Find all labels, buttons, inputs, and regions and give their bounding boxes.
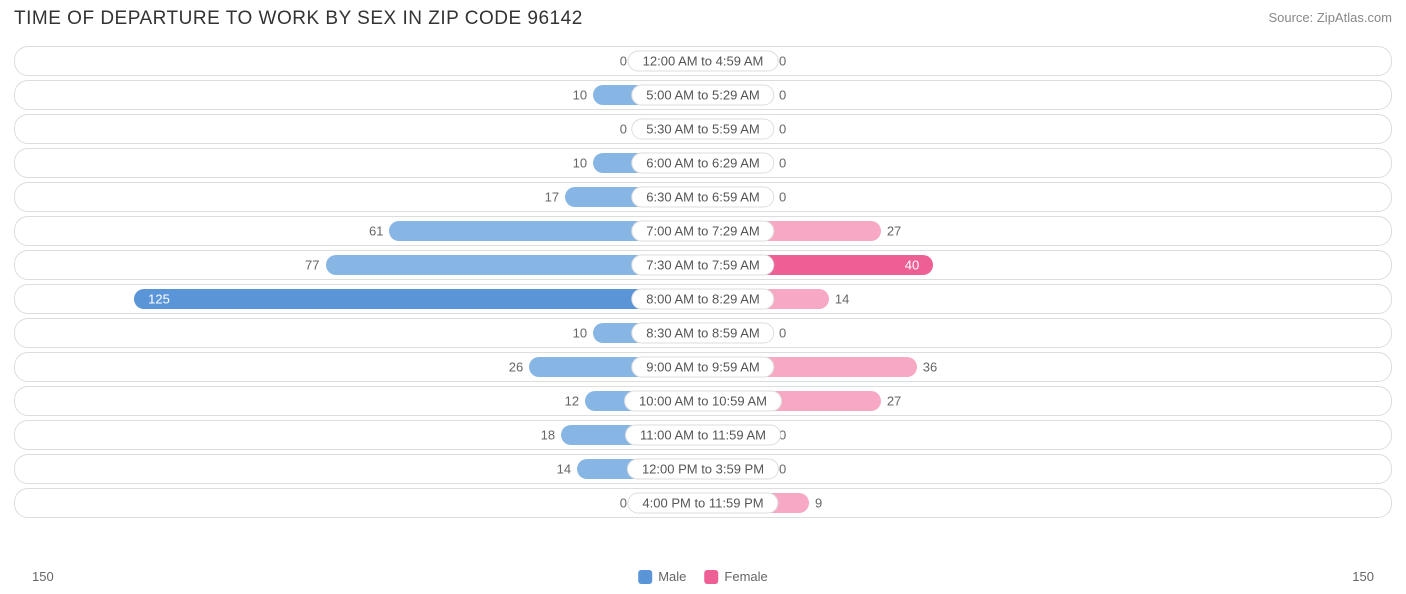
female-value: 9 xyxy=(815,496,822,511)
female-value: 36 xyxy=(923,360,937,375)
time-range-label: 4:00 PM to 11:59 PM xyxy=(627,493,778,514)
table-row: 77 40 7:30 AM to 7:59 AM xyxy=(14,250,1392,280)
time-range-label: 12:00 AM to 4:59 AM xyxy=(628,51,779,72)
male-value: 125 xyxy=(148,292,170,307)
legend-label-male: Male xyxy=(658,569,686,584)
male-value: 0 xyxy=(620,122,627,137)
time-range-label: 6:00 AM to 6:29 AM xyxy=(631,153,774,174)
chart-footer: 150 Male Female 150 xyxy=(14,564,1392,586)
time-range-label: 8:30 AM to 8:59 AM xyxy=(631,323,774,344)
table-row: 10 0 8:30 AM to 8:59 AM xyxy=(14,318,1392,348)
female-value: 0 xyxy=(779,462,786,477)
male-value: 26 xyxy=(509,360,523,375)
female-value: 0 xyxy=(779,326,786,341)
female-swatch-icon xyxy=(704,570,718,584)
female-value: 0 xyxy=(779,122,786,137)
page-title: TIME OF DEPARTURE TO WORK BY SEX IN ZIP … xyxy=(14,8,583,30)
male-value: 61 xyxy=(369,224,383,239)
time-range-label: 11:00 AM to 11:59 AM xyxy=(625,425,781,446)
table-row: 18011:00 AM to 11:59 AM xyxy=(14,420,1392,450)
table-row: 14 012:00 PM to 3:59 PM xyxy=(14,454,1392,484)
legend-label-female: Female xyxy=(724,569,767,584)
female-value: 27 xyxy=(887,224,901,239)
table-row: 0 012:00 AM to 4:59 AM xyxy=(14,46,1392,76)
male-value: 18 xyxy=(541,428,555,443)
axis-max-left: 150 xyxy=(32,569,54,584)
table-row: 61 27 7:00 AM to 7:29 AM xyxy=(14,216,1392,246)
female-value: 0 xyxy=(779,156,786,171)
female-value: 40 xyxy=(905,258,919,273)
time-range-label: 5:00 AM to 5:29 AM xyxy=(631,85,774,106)
axis-max-right: 150 xyxy=(1352,569,1374,584)
legend-item-female: Female xyxy=(704,569,767,584)
source-attribution: Source: ZipAtlas.com xyxy=(1268,10,1392,25)
male-value: 10 xyxy=(573,326,587,341)
diverging-bar-chart: 0012:00 AM to 4:59 AM1005:00 AM to 5:29 … xyxy=(14,46,1392,558)
female-value: 14 xyxy=(835,292,849,307)
table-row: 26 36 9:00 AM to 9:59 AM xyxy=(14,352,1392,382)
male-value: 10 xyxy=(573,156,587,171)
male-bar xyxy=(134,289,703,309)
female-value: 0 xyxy=(779,190,786,205)
male-value: 77 xyxy=(305,258,319,273)
table-row: 0 9 4:00 PM to 11:59 PM xyxy=(14,488,1392,518)
male-value: 12 xyxy=(565,394,579,409)
table-row: 0 0 5:30 AM to 5:59 AM xyxy=(14,114,1392,144)
table-row: 10 0 5:00 AM to 5:29 AM xyxy=(14,80,1392,110)
legend-item-male: Male xyxy=(638,569,686,584)
male-value: 0 xyxy=(620,496,627,511)
table-row: 17 0 6:30 AM to 6:59 AM xyxy=(14,182,1392,212)
female-value: 0 xyxy=(779,54,786,69)
time-range-label: 7:30 AM to 7:59 AM xyxy=(631,255,774,276)
time-range-label: 7:00 AM to 7:29 AM xyxy=(631,221,774,242)
female-value: 27 xyxy=(887,394,901,409)
time-range-label: 6:30 AM to 6:59 AM xyxy=(631,187,774,208)
male-value: 17 xyxy=(545,190,559,205)
time-range-label: 8:00 AM to 8:29 AM xyxy=(631,289,774,310)
table-row: 125 14 8:00 AM to 8:29 AM xyxy=(14,284,1392,314)
male-swatch-icon xyxy=(638,570,652,584)
time-range-label: 5:30 AM to 5:59 AM xyxy=(631,119,774,140)
male-value: 14 xyxy=(557,462,571,477)
male-value: 0 xyxy=(620,54,627,69)
table-row: 12 27 10:00 AM to 10:59 AM xyxy=(14,386,1392,416)
female-value: 0 xyxy=(779,88,786,103)
time-range-label: 10:00 AM to 10:59 AM xyxy=(624,391,782,412)
table-row: 10 0 6:00 AM to 6:29 AM xyxy=(14,148,1392,178)
male-value: 10 xyxy=(573,88,587,103)
time-range-label: 9:00 AM to 9:59 AM xyxy=(631,357,774,378)
legend: Male Female xyxy=(638,569,768,584)
time-range-label: 12:00 PM to 3:59 PM xyxy=(627,459,779,480)
